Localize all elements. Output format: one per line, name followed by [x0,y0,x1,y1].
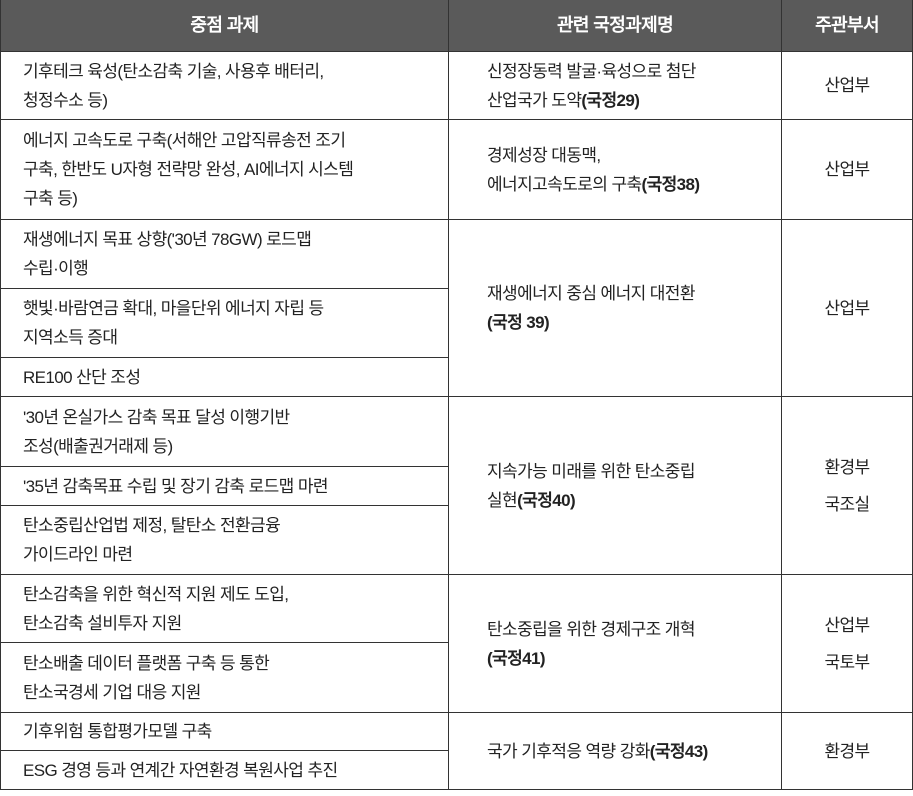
key-task-cell: ESG 경영 등과 연계간 자연환경 복원사업 추진 [0,750,449,790]
national-task-number: (국정 39) [487,313,550,332]
key-task-line: 구축 등) [23,189,78,208]
national-task-text: 에너지고속도로의 구축 [487,174,642,194]
national-task-text: 탄소중립을 위한 경제구조 개혁 [487,619,695,639]
national-task-number: (국정40) [517,490,576,510]
key-task-line: 탄소감축 설비투자 지원 [23,613,182,633]
national-task-line: (국정 39) [487,308,781,337]
national-task-line: 지속가능 미래를 위한 탄소중립 [487,457,781,486]
national-task-line: 에너지고속도로의 구축(국정38) [487,170,781,199]
national-task-cell: 재생에너지 중심 에너지 대전환 (국정 39) [448,219,782,397]
national-task-text: 지속가능 미래를 위한 탄소중립 [487,461,695,481]
national-task-line: 경제성장 대동맥, [487,141,781,170]
header-department: 주관부서 [781,0,913,52]
key-task-line: 지역소득 증대 [23,328,118,347]
key-task-line: 재생에너지 목표 상향('30년 78GW) 로드맵 [23,230,312,249]
key-task-line: RE100 산단 조성 [23,367,141,387]
department-name: 산업부 [824,76,870,95]
national-task-number: (국정43) [649,741,709,761]
department-name: 국조실 [824,494,870,514]
national-task-text: 경제성장 대동맥, [487,145,601,165]
national-task-line: 실현(국정40) [487,486,781,515]
department-cell: 산업부 [781,51,913,120]
key-task-cell: 기후테크 육성(탄소감축 기술, 사용후 배터리, 청정수소 등) [0,51,449,120]
national-task-text: 실현 [487,490,518,510]
national-task-line: 신정장동력 발굴·육성으로 첨단 [487,57,781,86]
table-row: 기후테크 육성(탄소감축 기술, 사용후 배터리, 청정수소 등) 신정장동력 발굴… [0,51,913,120]
key-task-cell: 기후위험 통합평가모델 구축 [0,712,449,751]
department-name: 산업부 [824,160,870,179]
national-task-line: 탄소중립을 위한 경제구조 개혁 [487,615,781,644]
key-task-line: 햇빛·바람연금 확대, 마을단위 에너지 자립 등 [23,299,324,318]
national-task-cell: 경제성장 대동맥, 에너지고속도로의 구축(국정38) [448,119,782,220]
key-task-line: 구축, 한반도 U자형 전략망 완성, AI에너지 시스템 [23,160,354,179]
national-task-text: 국가 기후적응 역량 강화 [487,741,650,761]
header-key-task: 중점 과제 [0,0,449,52]
department-name: 산업부 [824,298,870,318]
national-task-number: (국정29) [581,90,640,110]
department-name: 환경부 [824,741,870,761]
department-cell: 산업부 [781,119,913,220]
national-task-line: 재생에너지 중심 에너지 대전환 [487,279,781,308]
key-task-cell: RE100 산단 조성 [0,357,449,397]
header-national-task: 관련 국정과제명 [448,0,782,52]
key-task-cell: 탄소감축을 위한 혁신적 지원 제도 도입, 탄소감축 설비투자 지원 [0,574,449,643]
key-task-line: 탄소중립산업법 제정, 탈탄소 전환금융 [23,516,281,535]
key-task-line: 탄소배출 데이터 플랫폼 구축 등 통한 [23,653,270,673]
department-name: 국토부 [824,652,870,672]
national-task-cell: 탄소중립을 위한 경제구조 개혁 (국정41) [448,574,782,713]
key-task-line: 기후위험 통합평가모델 구축 [23,722,212,741]
department-cell: 산업부 [781,219,913,397]
national-task-line: (국정41) [487,644,781,673]
national-task-number: (국정41) [487,648,546,668]
key-task-line: '35년 감축목표 수립 및 장기 감축 로드맵 마련 [23,476,329,496]
table-row: '30년 온실가스 감축 목표 달성 이행기반 조성(배출권거래제 등) 지속가능 … [0,396,913,575]
key-task-line: 탄소국경세 기업 대응 지원 [23,682,201,702]
national-task-text: 재생에너지 중심 에너지 대전환 [487,284,695,303]
key-task-line: 조성(배출권거래제 등) [23,436,173,456]
key-task-cell: '35년 감축목표 수립 및 장기 감축 로드맵 마련 [0,466,449,506]
table-row: '35년 감축목표 수립 및 장기 감축 로드맵 마련 [0,466,913,506]
national-task-cell: 국가 기후적응 역량 강화(국정43) [448,712,782,790]
table-row: 재생에너지 목표 상향('30년 78GW) 로드맵 수립·이행 재생에너지 중심 … [0,219,913,397]
table-row: ESG 경영 등과 연계간 자연환경 복원사업 추진 [0,750,913,790]
key-task-line: '30년 온실가스 감축 목표 달성 이행기반 [23,407,290,427]
key-task-line: ESG 경영 등과 연계간 자연환경 복원사업 추진 [23,760,338,780]
table-row: 탄소감축을 위한 혁신적 지원 제도 도입, 탄소감축 설비투자 지원 탄소중립을 … [0,574,913,713]
national-task-number: (국정38) [641,174,701,194]
key-task-line: 청정수소 등) [23,90,108,110]
key-task-line: 가이드라인 마련 [23,545,133,564]
key-task-line: 수립·이행 [23,259,89,278]
table-row: RE100 산단 조성 [0,357,913,397]
key-task-line: 에너지 고속도로 구축(서해안 고압직류송전 조기 [23,131,346,150]
key-task-line: 기후테크 육성(탄소감축 기술, 사용후 배터리, [23,61,324,81]
department-cell: 환경부 [781,712,913,790]
department-name: 환경부 [824,457,870,477]
national-task-line: 국가 기후적응 역량 강화(국정43) [487,737,781,766]
national-task-text: 신정장동력 발굴·육성으로 첨단 [487,61,696,81]
header-row: 중점 과제 관련 국정과제명 주관부서 [0,0,913,52]
national-task-text: 산업국가 도약 [487,90,582,110]
department-name: 산업부 [824,615,870,635]
national-task-line: 산업국가 도약(국정29) [487,86,781,115]
key-task-line: 탄소감축을 위한 혁신적 지원 제도 도입, [23,584,289,604]
